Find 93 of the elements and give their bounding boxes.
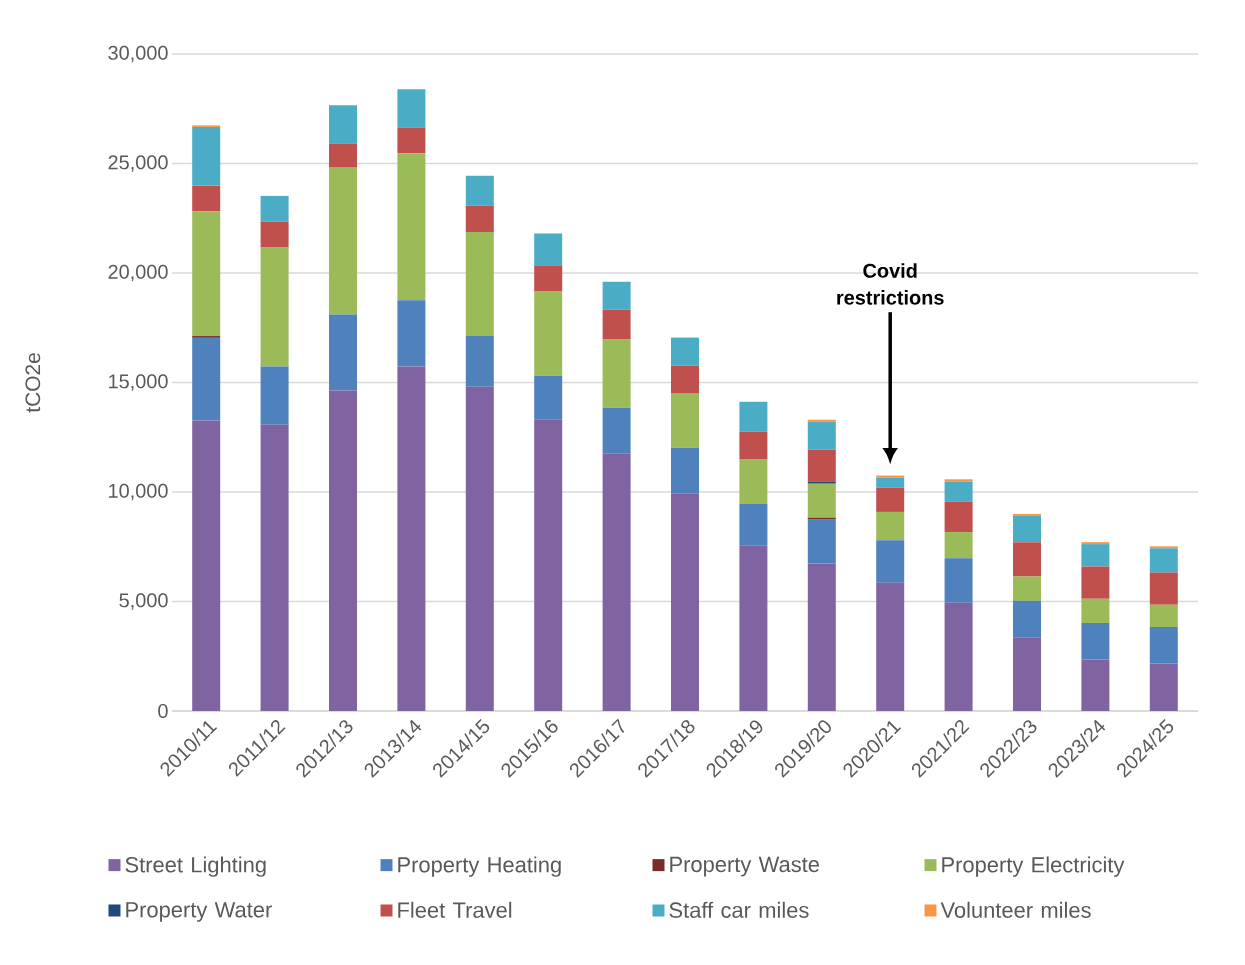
bar [1081,566,1110,599]
bar [260,195,289,222]
bar [465,336,494,387]
bar [876,477,905,488]
bar [602,281,631,310]
bar [807,519,836,564]
bar [465,205,494,233]
bar [397,127,426,154]
bar [1013,515,1041,543]
annotation: Covid restrictions [837,263,944,305]
bar [260,221,289,248]
bar [739,545,768,711]
bar [671,365,699,394]
bar [944,481,973,502]
bar [876,487,905,512]
bar [260,366,289,425]
legend-label: Street Lighting [125,856,266,877]
bar [1013,600,1041,638]
y-tick-label: 10,000 [109,483,168,501]
bar [1149,604,1178,628]
y-tick-label: 25,000 [108,155,168,172]
bar [1013,576,1041,601]
y-tick-label: 5,000 [119,593,168,610]
bar [671,337,699,366]
bar [465,175,494,206]
bar [260,424,289,711]
bar [944,602,973,711]
bar [329,390,357,711]
bar [397,89,426,128]
legend-label: Property Waste [670,856,819,877]
y-axis-title: tCO2e [25,353,41,413]
bar [739,459,768,504]
bar [1149,572,1178,605]
bar [465,232,494,337]
bar [1081,598,1110,623]
bar [739,503,768,546]
legend-label: Property Electricity [942,856,1125,877]
bar [329,105,357,144]
bar [534,375,563,420]
bar [260,247,289,367]
bar [397,153,426,301]
bar [944,558,973,603]
bar [534,265,563,292]
bar [807,563,836,711]
legend-label: Property Heating [398,856,561,877]
bar [602,309,631,340]
bar [534,291,563,376]
bar [192,211,221,337]
legend-label: Property Water [126,902,272,922]
bar [329,143,357,168]
bar [1149,663,1178,711]
bar [329,167,357,315]
bar [1149,627,1178,664]
bar [192,126,221,186]
bar [1081,544,1110,567]
bar [1013,637,1041,711]
bar [671,393,699,448]
y-tick-label: 0 [158,703,168,719]
bar [465,386,494,711]
bar [944,501,973,533]
bar [397,300,426,367]
bar [534,419,563,711]
bar [192,337,221,421]
bar [876,511,905,541]
bar [876,582,905,711]
bar [739,401,768,432]
bar [876,540,905,583]
legend-label: Fleet Travel [398,901,512,918]
bar [807,421,836,450]
bar [739,431,768,460]
bar [807,449,836,482]
bar [602,407,631,454]
bar [602,453,631,711]
y-tick-label: 20,000 [108,264,168,282]
y-tick-label: 30,000 [108,45,168,63]
bar [1081,659,1110,711]
bar [397,366,426,711]
y-tick-label: 15,000 [109,374,168,391]
bar [807,483,836,518]
bar [602,339,631,408]
bar [192,420,221,711]
bar [534,233,563,266]
bar [1149,548,1178,573]
bar [944,479,973,482]
bar [1013,542,1041,577]
bar [671,493,699,711]
bar [1081,622,1110,660]
legend-label: Volunteer miles [940,901,1091,918]
bar [329,314,357,391]
legend-label: Staff car miles [669,901,809,918]
bar [671,447,699,494]
bar [944,532,973,559]
bar [192,185,221,212]
